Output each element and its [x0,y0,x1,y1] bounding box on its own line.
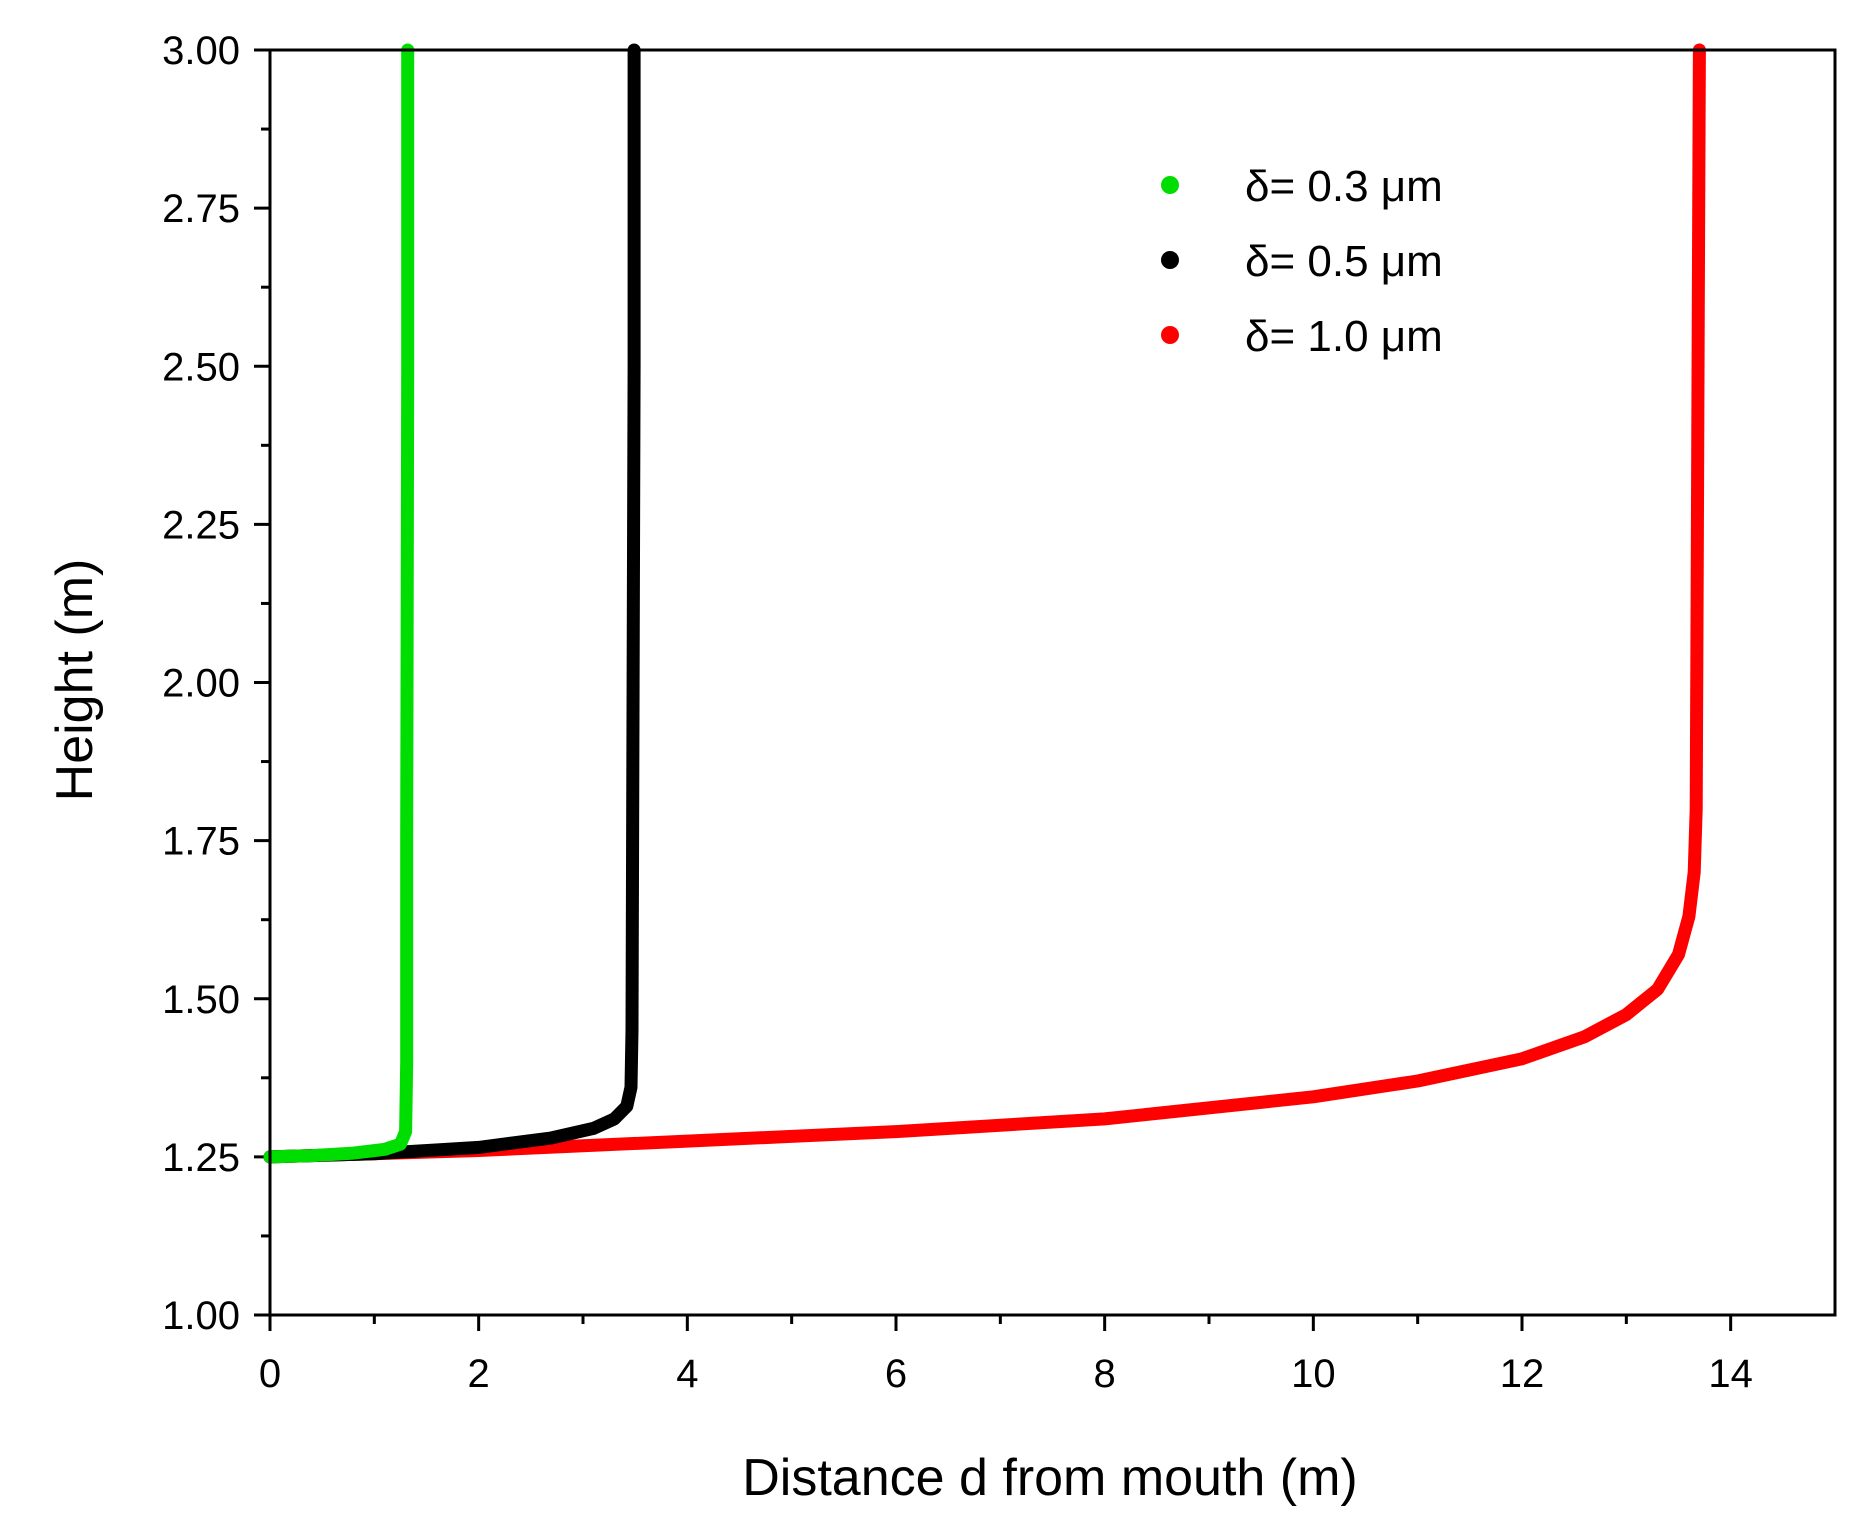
x-tick-label: 12 [1500,1352,1545,1396]
y-tick-label: 1.50 [162,978,240,1022]
legend-label-3: δ= 1.0 μm [1245,312,1443,361]
legend-label-1: δ= 0.3 μm [1245,162,1443,211]
x-tick-label: 0 [259,1352,281,1396]
y-axis-title: Height (m) [46,559,104,802]
tick-labels: 0 2 4 6 8 10 12 14 1.00 1.25 1.50 1.75 2.00 2.25 2.50 2… [162,29,1753,1396]
series-layer [263,43,1706,1164]
series-line-1 [263,43,415,1164]
legend-label-2: δ= 0.5 μm [1245,237,1443,286]
legend-marker-1 [1161,176,1179,194]
x-tick-label: 2 [468,1352,490,1396]
x-tick-label: 6 [885,1352,907,1396]
y-tick-label: 1.00 [162,1294,240,1338]
legend-marker-3 [1161,326,1179,344]
tick-marks [254,48,1733,1331]
x-tick-label: 8 [1094,1352,1116,1396]
y-tick-label: 3.00 [162,29,240,73]
series-line-2 [263,43,641,1164]
x-axis-title: Distance d from mouth (m) [742,1449,1358,1507]
x-tick-label: 14 [1708,1352,1753,1396]
x-tick-label: 4 [676,1352,698,1396]
y-tick-label: 2.50 [162,345,240,389]
y-tick-label: 2.00 [162,662,240,706]
x-tick-label: 10 [1291,1352,1336,1396]
plot-frame [268,48,1837,1317]
y-tick-label: 1.75 [162,820,240,864]
y-tick-label: 2.75 [162,187,240,231]
y-tick-label: 1.25 [162,1136,240,1180]
series-line-3 [263,43,1706,1164]
y-tick-label: 2.25 [162,503,240,547]
legend-marker-2 [1161,251,1179,269]
legend: δ= 0.3 μm δ= 0.5 μm δ= 1.0 μm [1161,162,1443,361]
